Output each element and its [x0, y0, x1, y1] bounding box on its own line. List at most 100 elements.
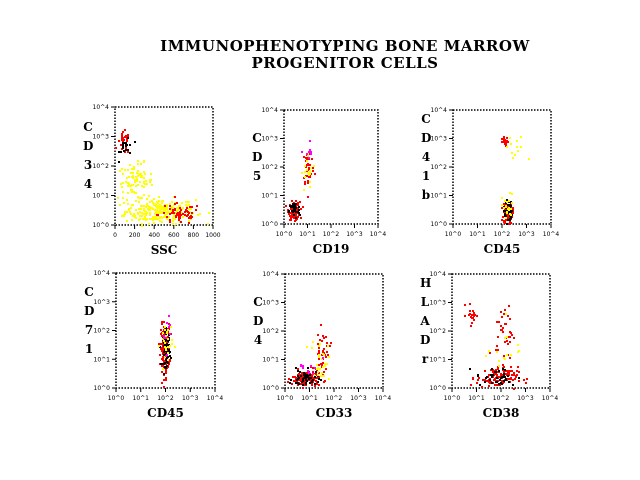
data-point — [174, 203, 176, 205]
data-point — [139, 218, 141, 220]
data-point — [149, 212, 151, 214]
data-point — [126, 177, 128, 179]
data-point — [141, 197, 143, 199]
data-point — [298, 212, 300, 214]
data-point — [469, 303, 471, 305]
data-point — [311, 383, 313, 385]
data-point — [125, 181, 127, 183]
data-point — [292, 210, 294, 212]
data-point — [508, 305, 510, 307]
data-point — [493, 379, 495, 381]
data-point — [136, 180, 138, 182]
data-point — [305, 378, 307, 380]
y-tick-label: 10^1 — [94, 356, 111, 363]
data-point — [128, 208, 130, 210]
data-point — [500, 382, 502, 384]
data-point — [309, 140, 311, 142]
y-tick-label: 10^4 — [430, 271, 447, 278]
data-point — [502, 368, 504, 370]
data-point — [504, 341, 506, 343]
data-point — [143, 194, 145, 196]
data-point — [518, 371, 520, 373]
data-point — [312, 367, 314, 369]
data-point — [469, 310, 471, 312]
data-point — [502, 364, 504, 366]
data-point — [293, 380, 295, 382]
data-point — [508, 336, 510, 338]
data-point — [135, 192, 137, 194]
data-point — [166, 204, 168, 206]
data-point — [159, 210, 161, 212]
data-point — [499, 379, 501, 381]
data-point — [501, 219, 503, 221]
data-point — [505, 323, 507, 325]
data-point — [516, 370, 518, 372]
data-point — [172, 223, 174, 225]
data-point — [520, 146, 522, 148]
data-point — [318, 364, 320, 366]
data-point — [302, 387, 304, 389]
data-point — [501, 207, 503, 209]
data-point — [517, 150, 519, 152]
data-point — [503, 141, 505, 143]
data-point — [320, 375, 322, 377]
data-point — [318, 354, 320, 356]
data-point — [464, 315, 466, 317]
data-point — [289, 382, 291, 384]
data-point — [318, 347, 320, 349]
data-point — [295, 382, 297, 384]
data-point — [295, 215, 297, 217]
data-point — [149, 214, 151, 216]
data-point — [121, 136, 123, 138]
data-point — [319, 343, 321, 345]
data-point — [512, 207, 514, 209]
data-point — [523, 379, 525, 381]
data-point — [141, 176, 143, 178]
data-point — [137, 170, 139, 172]
data-point — [143, 181, 145, 183]
data-point — [288, 211, 290, 213]
y-tick-label: 10^3 — [93, 134, 110, 141]
data-point — [464, 304, 466, 306]
x-axis-label: CD45 — [483, 242, 521, 256]
data-point — [169, 324, 171, 326]
x-tick-label: 10^0 — [276, 231, 293, 238]
data-point — [133, 213, 135, 215]
data-point — [295, 217, 297, 219]
data-point — [164, 329, 166, 331]
data-point — [316, 364, 318, 366]
data-point — [502, 331, 504, 333]
y-tick-label: 10^3 — [94, 299, 111, 306]
data-point — [511, 374, 513, 376]
x-tick-label: 10^1 — [468, 395, 485, 402]
data-point — [295, 200, 297, 202]
data-point — [134, 181, 136, 183]
data-point — [314, 385, 316, 387]
data-point — [128, 176, 130, 178]
data-point — [126, 140, 128, 142]
data-point — [165, 355, 167, 357]
data-point — [184, 214, 186, 216]
data-point — [144, 210, 146, 212]
data-point — [318, 345, 320, 347]
data-point — [512, 384, 514, 386]
data-point — [160, 329, 162, 331]
y-axis-label: CD71 — [84, 284, 95, 356]
data-point — [318, 350, 320, 352]
data-point — [169, 219, 171, 221]
data-point — [182, 213, 184, 215]
data-point — [329, 345, 331, 347]
y-tick-label: 10^0 — [430, 385, 447, 392]
data-point — [481, 386, 483, 388]
data-point — [504, 213, 506, 215]
data-point — [525, 382, 527, 384]
data-point — [303, 377, 305, 379]
data-point — [141, 185, 143, 187]
data-point — [137, 184, 139, 186]
data-point — [319, 339, 321, 341]
data-point — [118, 161, 120, 163]
data-point — [164, 214, 166, 216]
data-point — [143, 171, 145, 173]
data-point — [318, 356, 320, 358]
data-point — [129, 164, 131, 166]
